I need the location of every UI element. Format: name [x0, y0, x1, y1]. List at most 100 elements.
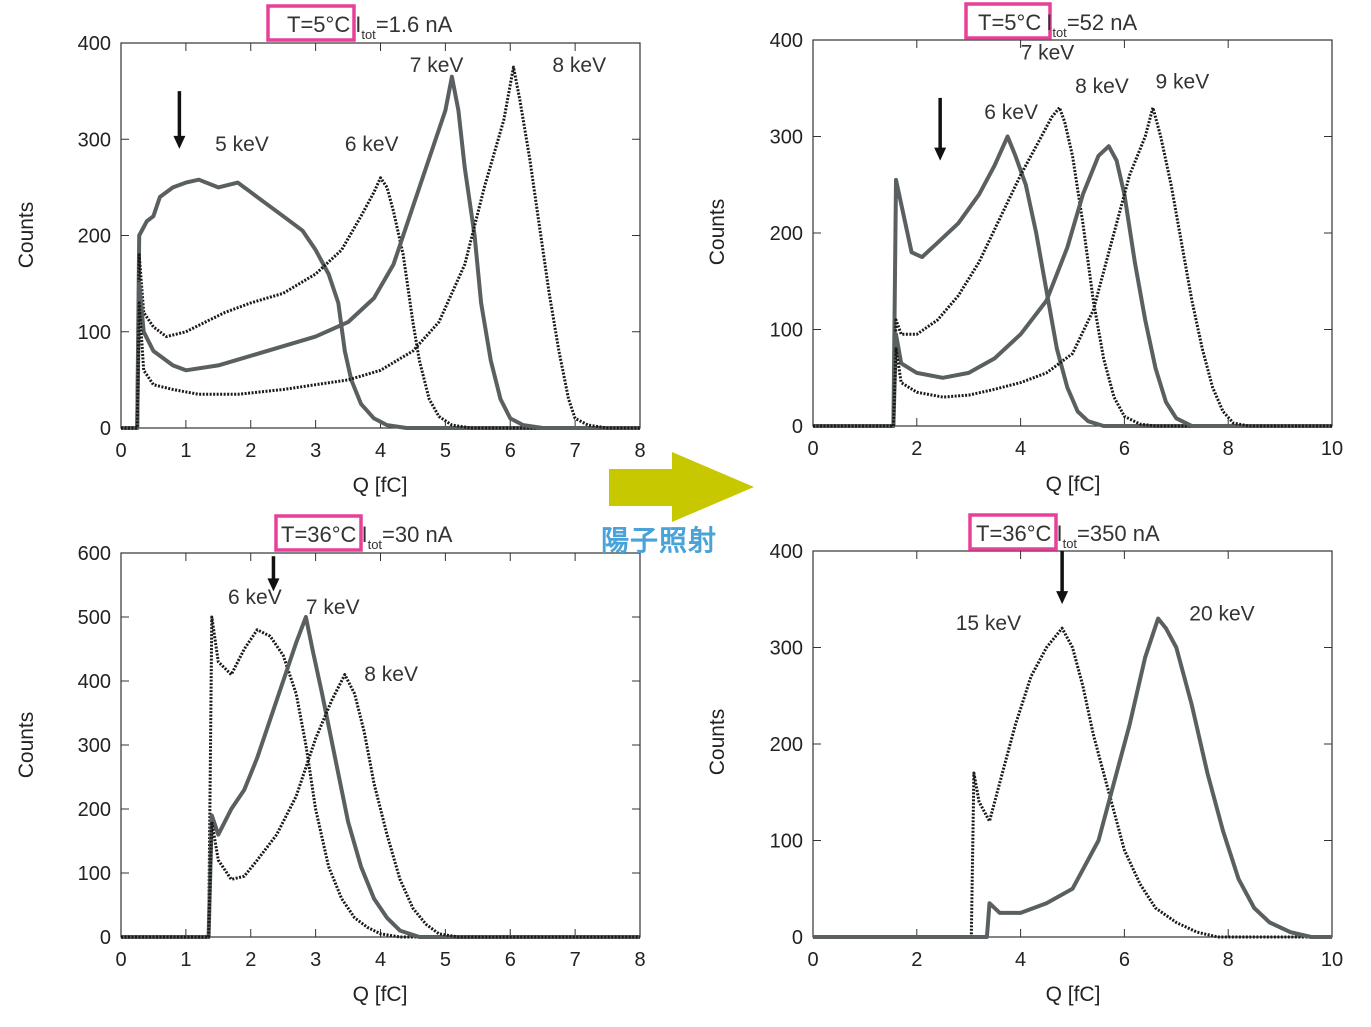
- down-arrow-icon: [173, 91, 186, 149]
- chart-title: T=36°C Itot=30 nA: [274, 514, 453, 552]
- x-tick-label: 4: [1015, 949, 1026, 971]
- axis-ticks: 0 100 200 300 400 0 2 4 6 8 10: [770, 541, 1344, 971]
- y-tick-label: 200: [770, 734, 803, 756]
- x-tick-label: 4: [375, 440, 386, 462]
- x-tick-label: 7: [570, 949, 581, 971]
- y-tick-label: 400: [78, 33, 111, 55]
- series-line-9-kev: [813, 106, 1332, 428]
- y-tick-label: 100: [78, 322, 111, 344]
- temperature-highlight: [968, 513, 1058, 551]
- axis-ticks: 0 100 200 300 400 0 1 2 3 4 5 6 7 8: [78, 33, 646, 462]
- y-tick-label: 300: [770, 127, 803, 149]
- title-current-value: =350 nA: [1077, 521, 1160, 546]
- series-line-8-kev: [121, 673, 640, 939]
- y-axis-label: Counts: [706, 199, 729, 266]
- x-tick-label: 10: [1321, 438, 1343, 460]
- x-tick-label: 6: [1119, 949, 1130, 971]
- x-tick-label: 6: [505, 440, 516, 462]
- down-arrow-icon: [934, 97, 947, 161]
- series-line-7-kev: [121, 615, 640, 939]
- y-tick-label: 300: [78, 735, 111, 757]
- temperature-highlight: [266, 4, 356, 42]
- x-tick-label: 2: [911, 949, 922, 971]
- title-temperature: T=36°C: [976, 521, 1052, 546]
- title-current-symbol: I: [361, 522, 367, 547]
- x-axis-label: Q [fC]: [353, 474, 408, 497]
- x-tick-label: 4: [1015, 438, 1026, 460]
- x-tick-label: 2: [245, 440, 256, 462]
- series-label: 8 keV: [364, 663, 418, 686]
- series-label: 7 keV: [1021, 41, 1075, 64]
- x-tick-label: 0: [807, 949, 818, 971]
- y-tick-label: 100: [770, 320, 803, 342]
- plot-frame: [812, 39, 1333, 427]
- x-tick-label: 0: [807, 438, 818, 460]
- y-axis-label: Counts: [15, 202, 38, 269]
- y-axis-label: Counts: [706, 709, 729, 776]
- down-arrow-icon: [1056, 551, 1069, 605]
- y-tick-label: 300: [78, 129, 111, 151]
- x-axis-label: Q [fC]: [1046, 473, 1101, 496]
- arrow-head: [267, 578, 280, 592]
- series-layer: 6 keV 7 keV 8 keV: [121, 586, 640, 939]
- axis-ticks: 0 100 200 300 400 500 600 0 1 2 3 4 5 6 7 8: [78, 543, 646, 971]
- series-label: 9 keV: [1156, 70, 1210, 93]
- series-layer: 5 keV 6 keV 7 keV 8 keV: [121, 54, 640, 430]
- title-current-value: =1.6 nA: [376, 12, 453, 37]
- title-current-subscript: tot: [368, 537, 383, 552]
- chart-bottom-left: 6 keV 7 keV 8 keV 0 100 200 300 400 500 600 0 1 2 3 4…: [15, 514, 646, 1006]
- down-arrow-icon: [267, 556, 280, 592]
- series-label: 7 keV: [306, 596, 360, 619]
- x-tick-label: 0: [115, 440, 126, 462]
- x-tick-label: 8: [1223, 438, 1234, 460]
- plot-frame: [120, 552, 641, 938]
- y-tick-label: 400: [78, 671, 111, 693]
- x-tick-label: 3: [310, 440, 321, 462]
- title-temperature: T=36°C: [281, 522, 357, 547]
- arrow-head: [1056, 591, 1069, 605]
- x-tick-label: 3: [310, 949, 321, 971]
- title-current-symbol: I: [1056, 521, 1062, 546]
- x-tick-label: 7: [570, 440, 581, 462]
- series-line-6-kev: [121, 176, 640, 430]
- series-label: 6 keV: [228, 586, 282, 609]
- series-line-6-kev: [121, 615, 640, 939]
- arrow-head: [934, 147, 947, 161]
- series-label: 20 keV: [1189, 602, 1254, 625]
- y-tick-label: 400: [770, 541, 803, 563]
- series-line-7-kev: [813, 106, 1332, 428]
- y-tick-label: 0: [100, 418, 111, 440]
- series-label: 7 keV: [410, 54, 464, 77]
- x-tick-label: 8: [1223, 949, 1234, 971]
- y-tick-label: 400: [770, 30, 803, 52]
- title-current-subscript: tot: [1052, 25, 1067, 40]
- series-label: 15 keV: [956, 612, 1021, 635]
- temperature-highlight: [274, 514, 363, 552]
- y-tick-label: 500: [78, 607, 111, 629]
- series-line-15-kev: [813, 626, 1332, 939]
- chart-title: T=5°C Itot=1.6 nA: [266, 4, 453, 42]
- y-tick-label: 0: [100, 927, 111, 949]
- title-current-subscript: tot: [361, 27, 376, 42]
- series-label: 8 keV: [1075, 75, 1129, 98]
- title-current-value: =30 nA: [382, 522, 453, 547]
- title-current-value: =52 nA: [1067, 10, 1138, 35]
- x-tick-label: 6: [1119, 438, 1130, 460]
- x-tick-label: 0: [115, 949, 126, 971]
- x-tick-label: 8: [634, 440, 645, 462]
- grid: [813, 40, 1332, 426]
- series-line-8-kev: [121, 65, 640, 430]
- series-label: 6 keV: [984, 101, 1038, 124]
- series-label: 6 keV: [345, 133, 399, 156]
- x-tick-label: 5: [440, 949, 451, 971]
- y-tick-label: 200: [78, 799, 111, 821]
- series-line-7-kev: [121, 74, 640, 430]
- transition-caption: 陽子照射: [601, 524, 717, 557]
- temperature-highlight: [964, 2, 1052, 40]
- axis-ticks: 0 100 200 300 400 0 2 4 6 8 10: [770, 30, 1344, 460]
- arrow-head: [173, 135, 186, 149]
- y-tick-label: 300: [770, 638, 803, 660]
